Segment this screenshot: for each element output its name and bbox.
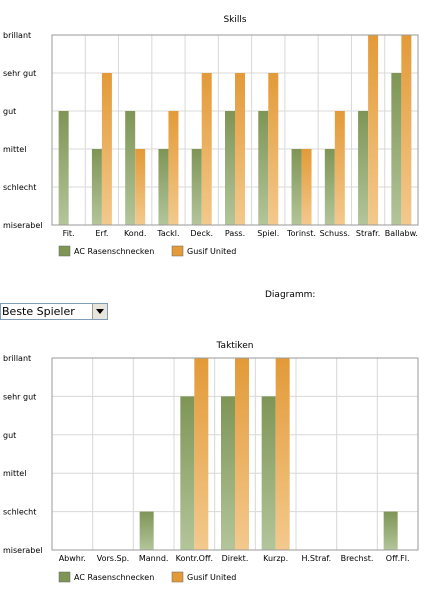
y-tick-label: miserabel [3,546,43,555]
bar-team2 [334,111,345,225]
bar-team1 [191,149,202,225]
y-tick-label: sehr gut [3,392,36,401]
legend-label: Gusif United [187,247,236,256]
y-tick-label: brillant [3,31,31,40]
legend-label: AC Rasenschnecken [74,247,154,256]
legend-swatch [58,245,71,257]
bar-team1 [383,511,398,550]
x-tick-label: Pass. [225,229,245,238]
chart-title: Taktiken [216,341,254,351]
chevron-down-icon[interactable] [92,304,107,319]
bar-team2 [135,149,146,225]
y-tick-label: gut [3,107,16,116]
bar-team2 [194,358,209,550]
x-tick-label: Kond. [124,229,146,238]
legend-swatch [58,571,71,583]
diagram-label: Diagramm: [265,290,316,300]
bar-team1 [91,149,102,225]
x-tick-label: Deck. [190,229,213,238]
x-tick-label: Spiel. [257,229,279,238]
legend-label: AC Rasenschnecken [74,573,154,582]
x-tick-label: Brechst. [341,554,374,563]
bar-team2 [368,35,379,225]
bar-team2 [268,73,279,225]
chart-title: Skills [223,15,246,25]
x-tick-label: Schuss. [320,229,351,238]
chart-type-select[interactable]: Beste Spieler [0,303,108,320]
bar-team1 [291,149,302,225]
bar-team2 [275,358,290,550]
x-tick-label: Vors.Sp. [97,554,129,563]
bar-team1 [158,149,169,225]
bar-team2 [301,149,312,225]
bar-team1 [324,149,335,225]
bar-team1 [58,111,69,225]
bar-team1 [180,396,195,550]
x-tick-label: Ballabw. [385,229,418,238]
x-tick-label: Kurzp. [263,554,288,563]
bar-team1 [125,111,136,225]
y-tick-label: brillant [3,354,31,363]
y-tick-label: sehr gut [3,69,36,78]
bar-team1 [358,111,369,225]
x-tick-label: Torinst. [286,229,316,238]
x-tick-label: Abwhr. [59,554,86,563]
tactics-chart: Taktiken miserabel schlecht mittel gut sehr g… [3,341,419,583]
x-tick-label: Tackl. [156,229,179,238]
x-tick-label: Kontr.Off. [176,554,213,563]
legend-label: Gusif United [187,573,236,582]
bar-team1 [225,111,235,225]
bar-team2 [235,73,245,225]
bar-team2 [235,358,249,550]
legend-swatch [171,245,184,257]
x-tick-label: Off.Fl. [386,554,410,563]
select-value: Beste Spieler [2,305,75,318]
plot-frame [51,357,419,551]
plot-frame [51,34,419,226]
y-tick-label: schlecht [3,508,36,517]
bar-team1 [139,511,154,550]
y-tick-label: mittel [3,145,26,154]
y-tick-label: gut [3,431,16,440]
bar-team1 [258,111,269,225]
bar-team1 [261,396,276,550]
bar-team1 [221,396,235,550]
y-tick-label: schlecht [3,183,36,192]
x-tick-label: Mannd. [139,554,169,563]
bar-team2 [101,73,112,225]
bar-team1 [391,73,402,225]
x-tick-label: Strafr. [356,229,380,238]
y-tick-label: mittel [3,469,26,478]
x-tick-label: H.Straf. [302,554,332,563]
x-tick-label: Direkt. [222,554,249,563]
legend-swatch [171,571,184,583]
y-tick-label: miserabel [3,221,43,230]
bar-team2 [401,35,412,225]
x-tick-label: Erf. [95,229,108,238]
skills-chart: Skills miserabel schlecht mittel gut sehr gut… [3,15,419,257]
bar-team2 [168,111,179,225]
x-tick-label: Fit. [63,229,75,238]
bar-team2 [201,73,212,225]
